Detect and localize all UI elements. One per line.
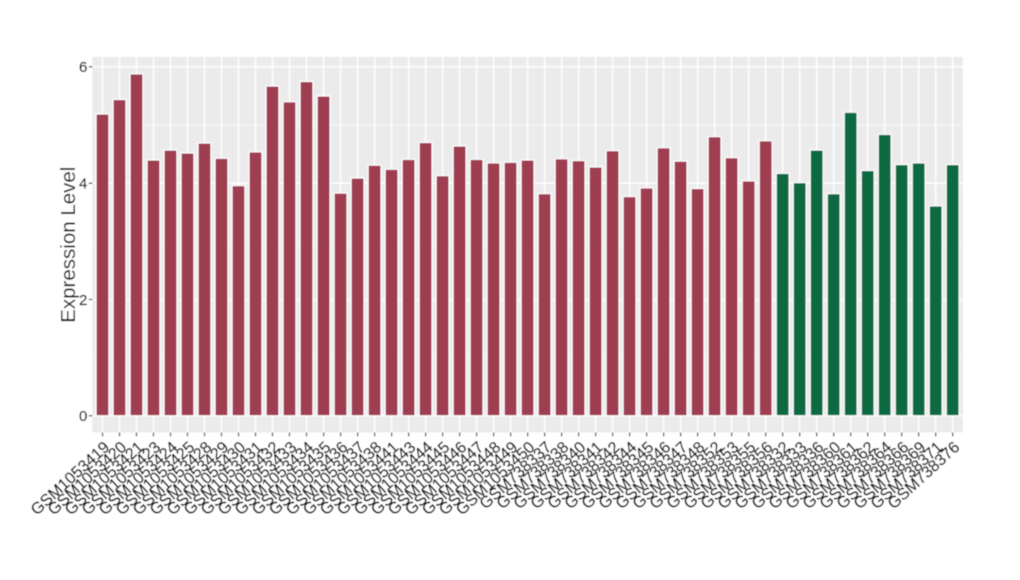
svg-text:2: 2 [79,292,87,309]
svg-text:6: 6 [79,59,87,76]
svg-text:4: 4 [79,176,87,193]
svg-text:Expression Level: Expression Level [57,167,80,323]
svg-text:0: 0 [79,408,87,425]
